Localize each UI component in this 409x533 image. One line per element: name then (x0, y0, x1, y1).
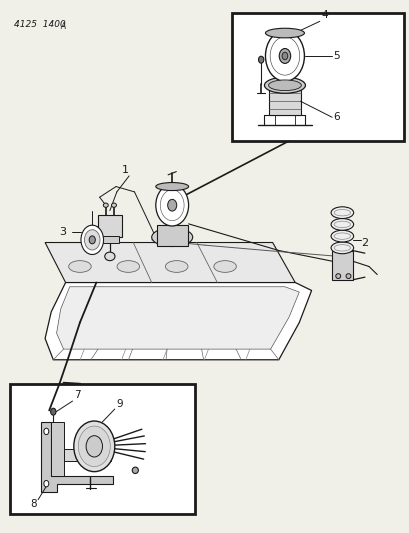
Ellipse shape (89, 236, 95, 244)
Text: 4: 4 (320, 10, 327, 20)
Text: 4125  1400: 4125 1400 (14, 20, 66, 29)
Text: 8: 8 (30, 498, 37, 508)
Ellipse shape (155, 182, 188, 191)
Ellipse shape (155, 184, 188, 226)
Ellipse shape (117, 261, 139, 272)
Ellipse shape (103, 203, 108, 207)
Polygon shape (156, 225, 187, 246)
Ellipse shape (151, 228, 192, 246)
Ellipse shape (132, 467, 138, 473)
Polygon shape (45, 243, 294, 282)
Ellipse shape (44, 480, 49, 487)
Ellipse shape (335, 274, 340, 279)
Ellipse shape (265, 30, 303, 81)
Ellipse shape (281, 52, 287, 60)
Ellipse shape (345, 274, 350, 279)
Ellipse shape (330, 219, 353, 230)
Text: 9: 9 (116, 399, 122, 409)
Bar (97, 215, 122, 237)
Bar (331, 251, 352, 280)
Text: 7: 7 (74, 390, 80, 400)
Text: 3: 3 (59, 227, 66, 237)
Ellipse shape (265, 28, 303, 38)
Ellipse shape (268, 80, 301, 91)
Ellipse shape (330, 230, 353, 242)
Text: 6: 6 (333, 112, 339, 122)
Ellipse shape (279, 49, 290, 63)
Polygon shape (41, 422, 112, 491)
Ellipse shape (330, 242, 353, 254)
Ellipse shape (81, 225, 103, 255)
Ellipse shape (165, 261, 187, 272)
Ellipse shape (44, 428, 49, 434)
Polygon shape (64, 449, 110, 461)
Polygon shape (45, 282, 311, 360)
Polygon shape (269, 90, 300, 115)
Text: A: A (60, 22, 65, 31)
Polygon shape (51, 422, 64, 475)
Text: 1: 1 (122, 165, 129, 175)
Ellipse shape (84, 230, 100, 250)
Ellipse shape (105, 252, 115, 261)
Text: 5: 5 (333, 51, 339, 61)
Polygon shape (56, 287, 299, 349)
Ellipse shape (86, 435, 102, 457)
Ellipse shape (68, 261, 91, 272)
Bar (101, 236, 119, 243)
Ellipse shape (330, 207, 353, 219)
Ellipse shape (258, 56, 263, 63)
Ellipse shape (213, 261, 236, 272)
Ellipse shape (264, 77, 305, 93)
Ellipse shape (74, 421, 115, 472)
Bar (231, 13, 403, 141)
Bar (10, 384, 194, 514)
Text: 2: 2 (361, 238, 368, 247)
Ellipse shape (51, 408, 56, 415)
Ellipse shape (78, 426, 110, 466)
Ellipse shape (167, 199, 176, 211)
Ellipse shape (111, 203, 116, 207)
